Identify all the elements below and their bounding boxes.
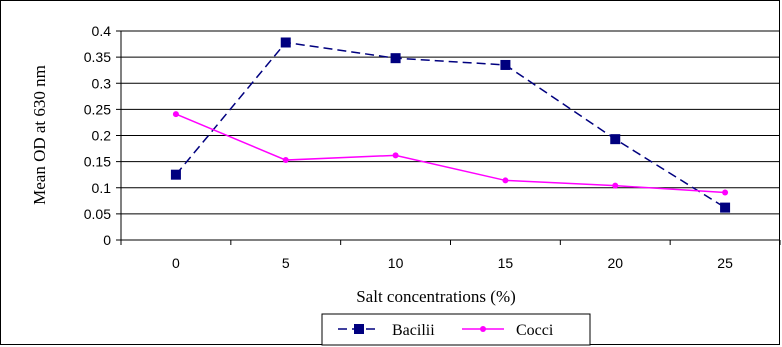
x-tick-label: 25: [717, 255, 733, 271]
series-line-bacilii: [175, 41, 726, 209]
x-tick-labels: 0 5 10 15 20 25: [172, 255, 733, 271]
data-point-bacilii: [500, 59, 511, 70]
x-tick-label: 15: [498, 255, 514, 271]
data-point-cocci: [502, 177, 509, 184]
y-tick-label: 0.1: [92, 180, 112, 196]
gridlines: [121, 30, 780, 215]
y-axis-title: Mean OD at 630 nm: [30, 65, 49, 205]
y-tick-label: 0.05: [84, 206, 111, 222]
y-tick-labels: 0 0.05 0.1 0.15 0.2 0.25 0.3 0.35 0.4: [84, 23, 111, 248]
data-point-bacilii: [170, 169, 181, 180]
series-cocci: [172, 111, 729, 196]
y-tick-label: 0.4: [92, 23, 112, 39]
data-point-cocci: [392, 152, 399, 159]
data-point-bacilii: [390, 53, 401, 64]
legend-marker: [480, 326, 486, 332]
x-axis-title: Salt concentrations (%): [356, 287, 516, 306]
y-tick-label: 0.3: [92, 75, 112, 91]
data-point-cocci: [282, 157, 289, 164]
legend-label: Bacilii: [392, 322, 435, 339]
series-layer: [170, 37, 731, 213]
y-tick-label: 0.35: [84, 49, 111, 65]
legend-label: Cocci: [516, 322, 554, 339]
axes: [116, 30, 781, 245]
x-tick-label: 10: [388, 255, 404, 271]
x-tick-label: 20: [607, 255, 623, 271]
y-tick-label: 0: [103, 232, 111, 248]
series-line-cocci: [175, 113, 726, 194]
y-tick-label: 0.15: [84, 154, 111, 170]
data-point-bacilii: [280, 37, 291, 48]
data-point-bacilii: [610, 134, 621, 145]
data-point-cocci: [722, 189, 729, 196]
legend-entry-cocci: Cocci: [462, 322, 554, 339]
series-bacilii: [170, 37, 731, 213]
data-point-cocci: [172, 111, 179, 118]
x-tick-label: 5: [282, 255, 290, 271]
legend-marker: [354, 324, 364, 334]
data-point-bacilii: [720, 202, 731, 213]
y-tick-label: 0.25: [84, 101, 111, 117]
y-tick-label: 0.2: [92, 128, 112, 144]
legend: Bacilii Cocci: [321, 313, 591, 346]
x-tick-label: 0: [172, 255, 180, 271]
data-point-cocci: [612, 182, 619, 189]
legend-entry-bacilii: Bacilii: [338, 322, 435, 339]
